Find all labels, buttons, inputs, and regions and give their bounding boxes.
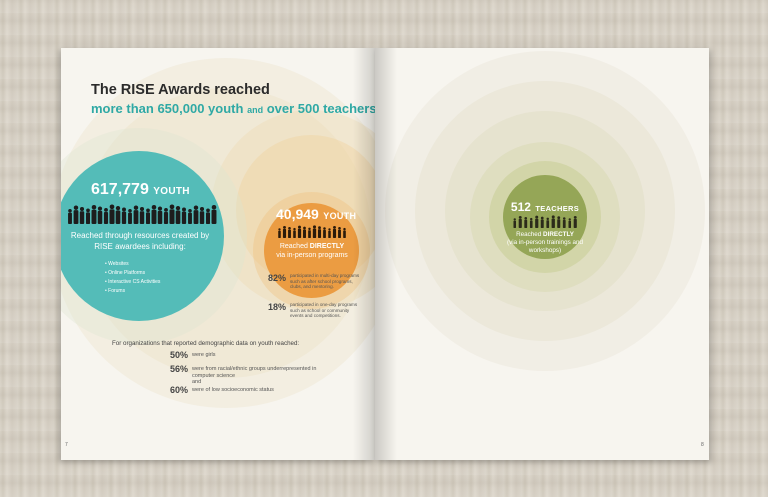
teachers-number: 512 — [510, 200, 531, 214]
youth-silhouettes-icon — [68, 204, 217, 224]
page-number-left: 7 — [65, 442, 68, 448]
left-page: The RISE Awards reached more than 650,00… — [61, 48, 375, 460]
teachers-reached-suffix: (via in-person trainings and workshops) — [507, 239, 583, 254]
teachers-heading: 512 TEACHERS — [505, 198, 585, 216]
multi-day-text: participated in multi-day programs such … — [290, 273, 360, 289]
right-page: 512 TEACHERS Reached DIRECTLY (via in-pe… — [375, 48, 709, 460]
underrepresented-percent: 56% — [170, 364, 189, 374]
youth-direct-circle — [264, 203, 359, 298]
underrepresented-text: were from racial/ethnic groups underrepr… — [192, 366, 317, 379]
teachers-description: Reached DIRECTLY (via in-person training… — [503, 231, 587, 255]
resource-item: Online Platforms — [105, 269, 160, 278]
low-ses-percent: 60% — [170, 385, 189, 395]
youth-total-heading: 617,779 YOUTH — [91, 181, 190, 199]
teachers-reached-prefix: Reached — [516, 231, 544, 238]
girls-percent: 50% — [170, 350, 189, 360]
page-subtitle: more than 650,000 youth and over 500 tea… — [91, 101, 375, 116]
youth-total-number: 617,779 — [91, 181, 149, 198]
reached-prefix: Reached — [279, 243, 310, 250]
youth-total-description: Reached through resources created by RIS… — [70, 231, 210, 251]
reached-emphasis: DIRECTLY — [309, 243, 345, 250]
one-day-percent: 18% — [268, 302, 287, 312]
teachers-circle — [503, 175, 587, 259]
teachers-reached-emphasis: DIRECTLY — [543, 231, 574, 238]
girls-text: were girls — [192, 352, 216, 358]
teachers-label: TEACHERS — [535, 204, 580, 213]
page-title: The RISE Awards reached — [91, 82, 270, 98]
youth-direct-heading: 40,949 YOUTH — [276, 206, 356, 224]
low-ses-text: were of low socioeconomic status — [192, 387, 274, 393]
resource-item: Interactive CS Activities — [105, 278, 160, 287]
multi-day-percent: 82% — [268, 273, 287, 283]
resource-list: Websites Online Platforms Interactive CS… — [105, 260, 160, 296]
youth-direct-number: 40,949 — [276, 206, 319, 222]
youth-direct-label: YOUTH — [323, 211, 357, 221]
and-connector: and — [192, 379, 202, 385]
youth-reach-text: more than 650,000 youth — [91, 101, 244, 116]
direct-youth-silhouettes-icon — [278, 225, 346, 238]
youth-total-label: YOUTH — [153, 186, 190, 197]
and-text: and — [247, 105, 264, 115]
teacher-reach-text: over 500 teachers. — [266, 101, 375, 116]
youth-direct-description: Reached DIRECTLY via in-person programs — [265, 242, 359, 260]
page-number-right: 8 — [701, 442, 704, 448]
resource-item: Websites — [105, 260, 160, 269]
reached-suffix: via in-person programs — [276, 252, 348, 259]
teacher-silhouettes-icon — [513, 215, 577, 228]
demographics-intro: For organizations that reported demograp… — [112, 340, 300, 347]
one-day-text: participated in one-day programs such as… — [290, 302, 358, 318]
resource-item: Forums — [105, 287, 160, 296]
